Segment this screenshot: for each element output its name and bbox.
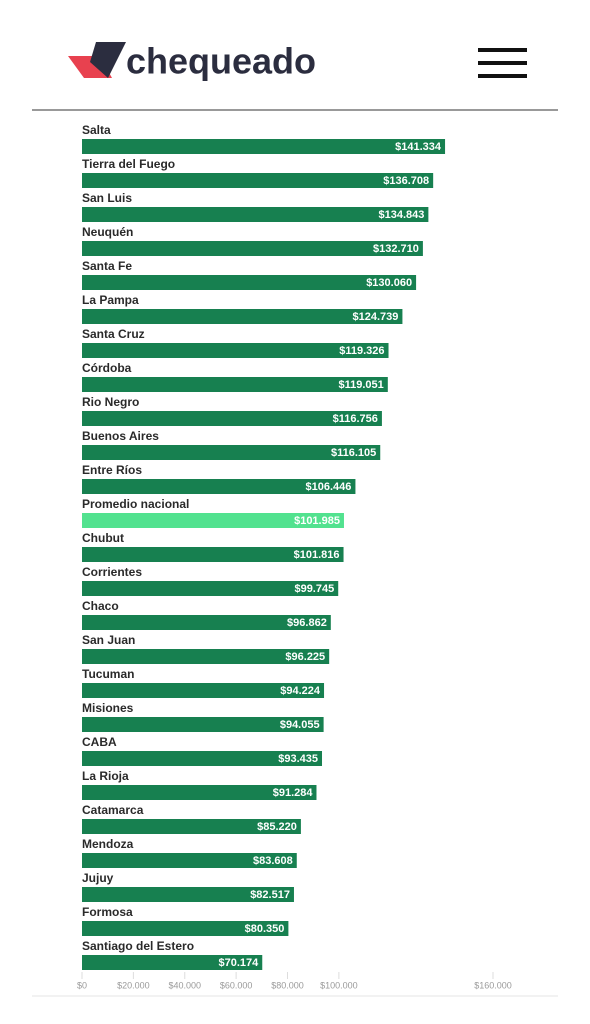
bar — [82, 275, 417, 290]
chart: $0 $20.000 $40.000 $60.000 $80.000 $100.000 $1… — [77, 123, 512, 990]
category-label: Santa Cruz — [82, 327, 145, 341]
value-label: $134.843 — [378, 209, 424, 221]
bar — [82, 343, 389, 358]
category-label: La Pampa — [82, 293, 139, 307]
value-label: $96.862 — [287, 617, 327, 629]
bar — [82, 921, 289, 936]
x-tick-label: $20.000 — [117, 980, 150, 990]
category-label: Corrientes — [82, 565, 142, 579]
value-label: $119.326 — [339, 345, 384, 357]
value-label: $116.756 — [333, 413, 378, 425]
value-label: $91.284 — [273, 787, 314, 799]
category-label: Entre Ríos — [82, 463, 142, 477]
value-label: $83.608 — [253, 855, 293, 867]
category-label: Córdoba — [82, 361, 132, 375]
bar — [82, 853, 297, 868]
category-label: Santa Fe — [82, 259, 132, 273]
value-label: $124.739 — [353, 311, 399, 323]
bar — [82, 377, 388, 392]
bar — [82, 581, 339, 596]
value-label: $99.745 — [294, 583, 334, 595]
category-label: San Juan — [82, 633, 135, 647]
bar — [82, 173, 434, 188]
category-label: Chaco — [82, 599, 119, 613]
bar — [82, 309, 403, 324]
bar — [82, 411, 382, 426]
category-label: CABA — [82, 735, 117, 749]
category-label: Salta — [82, 123, 111, 137]
menu-line — [478, 74, 527, 78]
value-label: $106.446 — [306, 481, 352, 493]
category-label: Formosa — [82, 905, 133, 919]
x-tick-label: $100.000 — [320, 980, 358, 990]
menu-line — [478, 48, 527, 52]
menu-button[interactable] — [478, 48, 527, 78]
menu-line — [478, 61, 527, 65]
value-label: $82.517 — [250, 889, 290, 901]
bar — [82, 819, 301, 834]
value-label: $96.225 — [285, 651, 325, 663]
bar — [82, 717, 324, 732]
bar — [82, 547, 344, 562]
value-label: $85.220 — [257, 821, 297, 833]
x-tick-label: $60.000 — [220, 980, 253, 990]
category-label: La Rioja — [82, 769, 129, 783]
bar — [82, 615, 331, 630]
bar — [82, 683, 325, 698]
category-label: Santiago del Estero — [82, 939, 194, 953]
bar — [82, 479, 356, 494]
category-label: Mendoza — [82, 837, 134, 851]
category-label: Neuquén — [82, 225, 133, 239]
category-label: Tierra del Fuego — [82, 157, 175, 171]
category-label: Buenos Aires — [82, 429, 159, 443]
x-tick-label: $40.000 — [168, 980, 201, 990]
value-label: $132.710 — [373, 243, 419, 255]
category-label: Chubut — [82, 531, 124, 545]
category-label: Catamarca — [82, 803, 144, 817]
x-tick-label: $0 — [77, 980, 87, 990]
bar — [82, 751, 323, 766]
value-label: $141.334 — [395, 141, 442, 153]
value-label: $70.174 — [218, 957, 259, 969]
bar — [82, 139, 446, 154]
value-label: $136.708 — [383, 175, 429, 187]
category-label: Promedio nacional — [82, 497, 189, 511]
logo[interactable]: chequeado — [68, 41, 316, 82]
value-label: $93.435 — [278, 753, 318, 765]
x-tick-label: $160.000 — [474, 980, 512, 990]
bar — [82, 649, 330, 664]
x-tick-label: $80.000 — [271, 980, 304, 990]
value-label: $94.224 — [280, 685, 321, 697]
bar — [82, 785, 317, 800]
category-label: Misiones — [82, 701, 134, 715]
category-label: Tucuman — [82, 667, 134, 681]
bar — [82, 887, 294, 902]
value-label: $80.350 — [245, 923, 285, 935]
bar — [82, 241, 423, 256]
category-label: Rio Negro — [82, 395, 139, 409]
value-label: $101.816 — [294, 549, 340, 561]
category-label: Jujuy — [82, 871, 114, 885]
bar — [82, 955, 263, 970]
bar — [82, 513, 344, 528]
logo-icon-dark — [90, 42, 126, 78]
category-label: San Luis — [82, 191, 132, 205]
value-label: $116.105 — [331, 447, 376, 459]
value-label: $94.055 — [280, 719, 320, 731]
value-label: $119.051 — [339, 379, 384, 391]
value-label: $130.060 — [366, 277, 412, 289]
bar — [82, 207, 429, 222]
value-label: $101.985 — [294, 515, 340, 527]
bar — [82, 445, 381, 460]
logo-text: chequeado — [126, 41, 316, 82]
